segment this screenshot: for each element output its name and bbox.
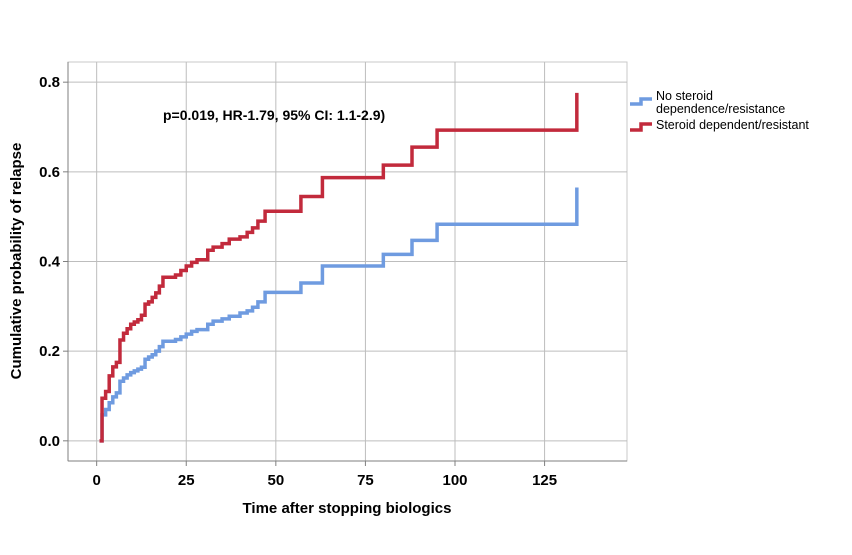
series-line-1 (99, 92, 579, 443)
legend: No steroid dependence/resistance Steroid… (630, 89, 809, 132)
y-tick-label-2: 0.4 (39, 254, 61, 271)
annotation-stats: p=0.019, HR-1.79, 95% CI: 1.1-2.9) (163, 107, 385, 123)
x-tick-label-0: 0 (92, 472, 100, 489)
y-tick-label-1: 0.2 (39, 343, 60, 360)
legend-swatch-no-steroid (630, 97, 652, 106)
x-tick-label-50: 50 (267, 472, 284, 489)
x-tick-label-125: 125 (532, 472, 557, 489)
x-axis-title: Time after stopping biologics (243, 500, 452, 517)
gridlines (68, 62, 627, 461)
y-tick-label-3: 0.6 (39, 164, 60, 181)
y-tick-label-0: 0.0 (39, 433, 60, 450)
legend-label-steroid-dependent: Steroid dependent/resistant (656, 118, 809, 132)
x-tick-label-25: 25 (178, 472, 195, 489)
series-line-0 (99, 187, 579, 443)
legend-swatch-steroid-dependent (630, 122, 652, 132)
series-lines (99, 92, 579, 443)
x-tick-label-100: 100 (442, 472, 467, 489)
legend-label-no-steroid-line2: dependence/resistance (656, 102, 785, 116)
axes: 0 25 50 75 100 125 0.0 0.2 0.4 0.6 0.8 (39, 62, 627, 489)
x-tick-label-75: 75 (357, 472, 374, 489)
y-tick-label-4: 0.8 (39, 74, 60, 91)
legend-label-no-steroid-line1: No steroid (656, 89, 713, 103)
y-axis-title: Cumulative probability of relapse (8, 143, 25, 380)
